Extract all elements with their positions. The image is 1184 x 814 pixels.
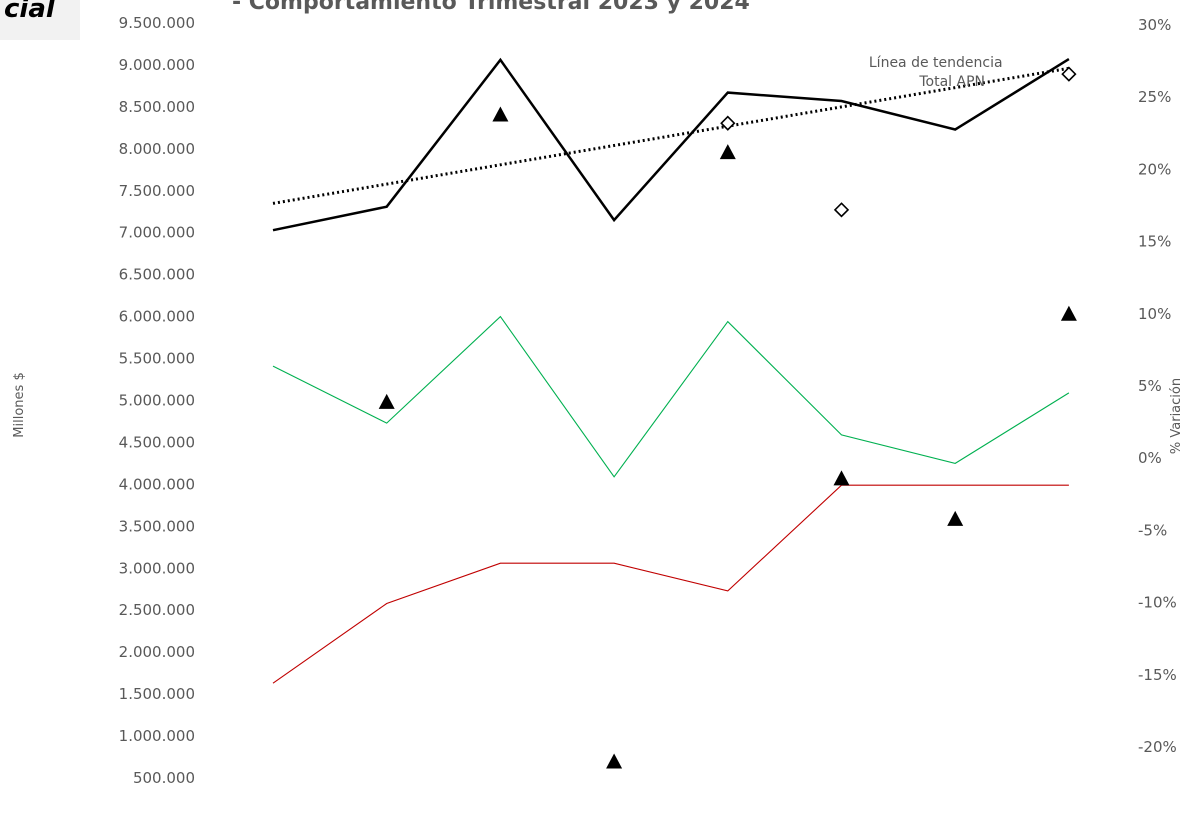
left-tick-label: 6.500.000: [119, 266, 195, 284]
triangle-marker: [719, 144, 736, 160]
marker-layer: [378, 66, 1077, 769]
right-tick-label: -10%: [1138, 594, 1177, 612]
left-tick-label: 4.500.000: [119, 433, 195, 451]
right-tick-label: 10%: [1138, 305, 1171, 323]
right-tick-label: 5%: [1138, 377, 1162, 395]
left-tick-label: 9.500.000: [119, 14, 195, 32]
left-tick-label: 5.500.000: [119, 350, 195, 368]
left-tick-label: 8.000.000: [119, 140, 195, 158]
right-tick-label: 0%: [1138, 449, 1162, 467]
left-tick-label: 4.000.000: [119, 475, 195, 493]
triangle-marker: [833, 470, 850, 486]
right-tick-label: 15%: [1138, 233, 1171, 251]
left-tick-label: 1.000.000: [119, 727, 195, 745]
triangle-marker: [492, 106, 509, 122]
diamond-marker: [1061, 66, 1077, 82]
left-tick-label: 7.000.000: [119, 224, 195, 242]
right-axis-ticks: -20% -15% -10% -5% 0% 5% 10% 15% 20% 25% 30%: [1138, 16, 1177, 756]
right-axis-title: % Variación: [1169, 378, 1184, 454]
chart-title: - Comportamiento Trimestral 2023 y 2024: [232, 0, 750, 15]
left-tick-label: 3.000.000: [119, 559, 195, 577]
left-tick-label: 500.000: [133, 769, 195, 787]
series-line-2: [272, 484, 1069, 684]
left-tick-label: 1.500.000: [119, 685, 195, 703]
corner-label-box: [0, 0, 80, 40]
corner-label: cial: [4, 0, 56, 24]
right-tick-label: 30%: [1138, 16, 1171, 34]
left-tick-label: 6.000.000: [119, 308, 195, 326]
left-tick-label: 9.000.000: [119, 56, 195, 74]
series-line-0: [272, 57, 1070, 232]
trendline-annotation-line-2: Total APN: [918, 74, 985, 90]
left-tick-label: 8.500.000: [119, 98, 195, 116]
trendline-annotation: Línea de tendencia Total APN: [869, 55, 1007, 90]
left-tick-label: 2.000.000: [119, 643, 195, 661]
left-axis-ticks: 500.000 1.000.000 1.500.000 2.000.000 2.500.…: [119, 14, 195, 787]
right-tick-label: -5%: [1138, 521, 1167, 539]
right-tick-label: 25%: [1138, 88, 1171, 106]
left-tick-label: 2.500.000: [119, 601, 195, 619]
trendline-annotation-line-1: Línea de tendencia: [869, 55, 1003, 71]
left-axis-title: Millones $: [12, 372, 27, 437]
left-tick-label: 7.500.000: [119, 182, 195, 200]
triangle-marker: [947, 510, 964, 526]
series-line-1: [272, 315, 1070, 478]
triangle-marker: [378, 393, 395, 409]
triangle-marker: [1060, 305, 1077, 321]
left-tick-label: 5.000.000: [119, 392, 195, 410]
left-tick-label: 3.500.000: [119, 517, 195, 535]
triangle-marker: [606, 753, 623, 769]
right-tick-label: -20%: [1138, 738, 1177, 756]
right-tick-label: 20%: [1138, 160, 1171, 178]
diamond-marker: [833, 202, 850, 218]
diamond-marker: [720, 115, 736, 131]
right-tick-label: -15%: [1138, 666, 1177, 684]
series-layer: [272, 57, 1070, 684]
